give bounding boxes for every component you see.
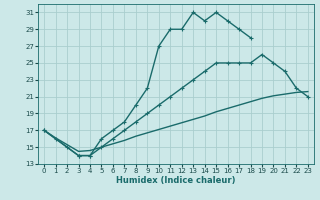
X-axis label: Humidex (Indice chaleur): Humidex (Indice chaleur) bbox=[116, 176, 236, 185]
